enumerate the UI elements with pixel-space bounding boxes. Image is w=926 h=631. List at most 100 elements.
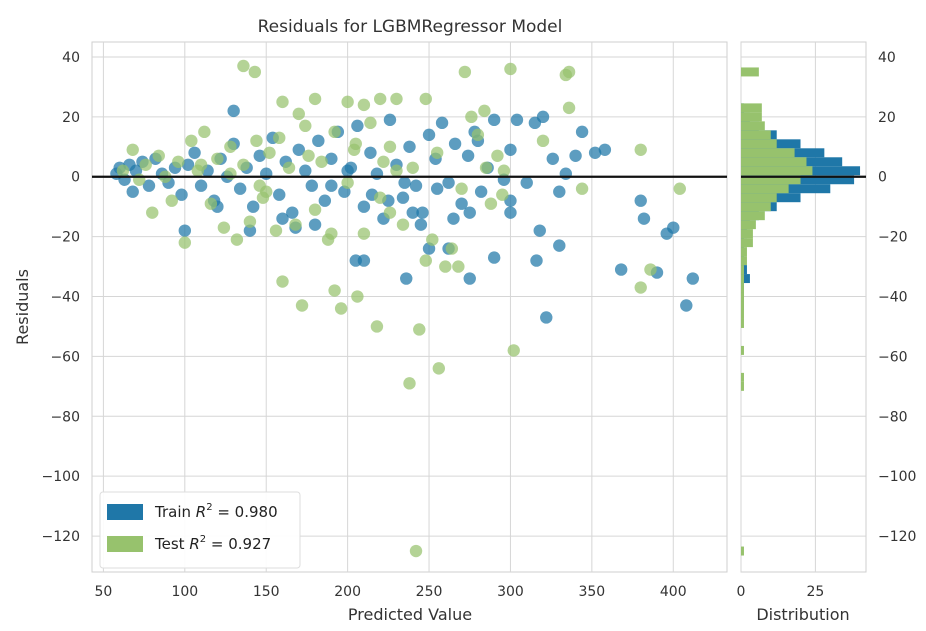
train-point xyxy=(528,116,542,130)
train-point xyxy=(273,188,286,201)
test-point xyxy=(263,146,276,159)
train-point xyxy=(370,167,384,180)
test-point xyxy=(237,59,250,73)
test-point xyxy=(634,143,647,156)
train-point xyxy=(243,224,257,237)
test-point xyxy=(507,344,520,357)
train-point xyxy=(416,206,429,219)
x-tick-label: 150 xyxy=(253,584,280,600)
hist-y-tick-label: 40 xyxy=(878,50,896,66)
train-point xyxy=(487,113,501,127)
hist-x-axis-label: Distribution xyxy=(756,605,849,624)
train-point xyxy=(634,194,647,207)
test-point xyxy=(458,65,472,79)
train-point xyxy=(667,221,680,234)
train-point xyxy=(188,146,201,159)
test-point xyxy=(496,188,509,201)
train-point xyxy=(553,185,566,198)
hist-test-bar xyxy=(741,247,747,257)
test-point xyxy=(243,215,257,228)
train-point xyxy=(126,185,139,198)
train-point xyxy=(398,176,411,189)
train-point xyxy=(292,143,305,156)
test-point xyxy=(373,92,387,106)
train-point xyxy=(680,299,693,312)
hist-test-bar xyxy=(741,139,777,149)
hist-test-bar xyxy=(741,292,744,302)
test-point xyxy=(146,206,159,219)
test-point xyxy=(536,134,550,148)
test-point xyxy=(133,173,146,186)
train-point xyxy=(383,113,397,127)
test-point xyxy=(211,152,224,165)
train-point xyxy=(299,164,312,177)
train-point xyxy=(546,152,559,165)
hist-x-tick-label: 25 xyxy=(806,584,824,600)
legend-swatch-train xyxy=(107,504,143,520)
x-tick-label: 250 xyxy=(416,584,443,600)
x-tick-label: 400 xyxy=(660,584,687,600)
hist-test-bar xyxy=(741,202,771,212)
x-tick-label: 100 xyxy=(171,584,198,600)
test-point xyxy=(478,104,491,118)
train-point xyxy=(422,128,436,142)
train-point xyxy=(308,218,322,231)
train-point xyxy=(540,311,553,324)
hist-y-tick-label: 0 xyxy=(878,170,887,186)
hist-y-tick-label: −80 xyxy=(878,409,908,425)
hist-test-bar xyxy=(741,112,762,122)
hist-test-bar xyxy=(741,184,789,194)
test-point xyxy=(126,143,139,156)
hist-train-bar xyxy=(741,274,750,284)
test-point xyxy=(364,116,377,130)
hist-test-bar xyxy=(741,256,747,266)
y-tick-label: −120 xyxy=(42,529,80,545)
test-point xyxy=(194,158,208,171)
train-point xyxy=(276,212,289,225)
hist-x-tick-label: 0 xyxy=(737,584,746,600)
test-point xyxy=(351,290,364,303)
train-point xyxy=(253,149,266,162)
test-point xyxy=(276,95,289,109)
train-point xyxy=(227,104,240,118)
test-point xyxy=(308,92,322,106)
test-point xyxy=(471,128,485,142)
hist-test-bar xyxy=(741,220,756,230)
hist-y-tick-label: 20 xyxy=(878,110,896,126)
train-point xyxy=(559,167,573,180)
test-point xyxy=(237,158,250,171)
legend-label-test: Test R2 = 0.927 xyxy=(154,534,271,553)
train-point xyxy=(406,206,419,219)
train-point xyxy=(463,206,476,219)
train-point xyxy=(569,149,582,162)
legend-box xyxy=(99,491,301,569)
y-tick-label: 0 xyxy=(71,170,80,186)
series-test xyxy=(116,59,686,558)
train-point xyxy=(178,224,192,237)
train-point xyxy=(260,167,273,180)
test-point xyxy=(484,197,498,210)
test-point xyxy=(185,134,198,148)
residuals-scatter-panel: 50 100 150 200 250 300 350 40040200−20−40−60−80… xyxy=(42,41,728,600)
test-point xyxy=(152,149,165,162)
test-point xyxy=(341,176,354,189)
test-point xyxy=(204,197,218,210)
train-point xyxy=(533,224,546,237)
train-point xyxy=(403,140,416,154)
test-point xyxy=(230,233,244,246)
hist-test-bar xyxy=(741,148,795,158)
test-point xyxy=(349,137,362,151)
y-tick-label: −60 xyxy=(50,349,80,365)
train-point xyxy=(364,146,377,159)
train-point xyxy=(463,272,476,285)
test-point xyxy=(224,167,237,180)
test-point xyxy=(403,377,416,390)
test-point xyxy=(479,161,493,174)
legend: Train R2 = 0.980 Test R2 = 0.927 xyxy=(99,491,301,569)
hist-test-bar xyxy=(741,265,744,275)
train-point xyxy=(487,251,501,264)
test-point xyxy=(357,98,371,112)
test-point xyxy=(673,182,686,195)
train-point xyxy=(414,218,428,231)
hist-test-bar xyxy=(741,130,771,140)
